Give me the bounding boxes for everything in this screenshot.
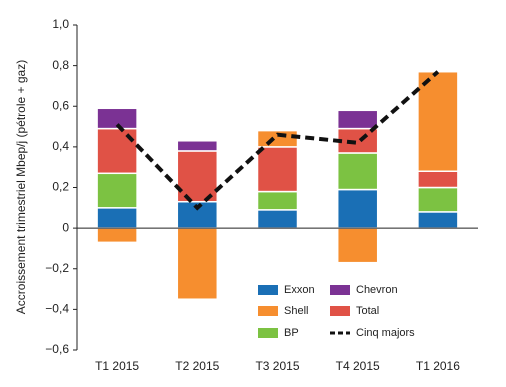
legend-swatch	[258, 306, 278, 316]
legend-swatch	[258, 285, 278, 295]
bar-segment	[417, 70, 459, 172]
legend-swatch	[330, 285, 350, 295]
bar-segment	[336, 227, 379, 264]
y-tick-label: 0,8	[52, 58, 69, 72]
legend-label: BP	[284, 327, 299, 339]
x-tick-label: T4 2015	[336, 359, 380, 373]
bar-segment	[256, 209, 299, 229]
y-tick-label: 0,6	[52, 98, 69, 112]
bar-segment	[417, 186, 459, 213]
x-tick-label: T1 2016	[416, 359, 460, 373]
bar-segment	[96, 172, 138, 209]
bar-segment	[417, 170, 459, 189]
bar-segment	[96, 127, 138, 175]
legend-label: Exxon	[284, 284, 315, 296]
legend-swatch	[330, 306, 350, 316]
bar-segment	[176, 150, 219, 203]
bar-segment	[96, 107, 138, 130]
y-tick-label: −0,2	[45, 261, 69, 275]
y-axis-label: Accroissement trimestriel Mbep/j (pétrol…	[14, 60, 28, 314]
y-tick-label: −0,4	[45, 302, 69, 316]
bar-segment	[417, 211, 459, 229]
x-tick-label: T3 2015	[255, 359, 299, 373]
bar-segment	[336, 109, 379, 130]
legend-label: Total	[356, 305, 379, 317]
y-tick-label: 1,0	[52, 17, 69, 31]
bar-segment	[256, 190, 299, 211]
y-tick-label: 0	[62, 220, 69, 234]
x-tick-label: T2 2015	[175, 359, 219, 373]
bar-segment	[256, 146, 299, 193]
y-tick-label: −0,6	[45, 342, 69, 356]
legend-swatch	[258, 328, 278, 338]
bar-segment	[176, 200, 219, 229]
legend-label: Cinq majors	[356, 327, 415, 339]
bar-segment	[176, 227, 219, 300]
bar-segment	[336, 152, 379, 191]
y-tick-label: 0,2	[52, 180, 69, 194]
y-tick-label: 0,4	[52, 139, 69, 153]
bar-segment	[96, 227, 138, 244]
bar-segment	[96, 207, 138, 229]
line-series	[115, 70, 440, 211]
legend-label: Shell	[284, 305, 308, 317]
bar-segment	[336, 188, 379, 229]
x-tick-label: T1 2015	[95, 359, 139, 373]
legend-label: Chevron	[356, 284, 398, 296]
bar-segment	[176, 140, 219, 152]
